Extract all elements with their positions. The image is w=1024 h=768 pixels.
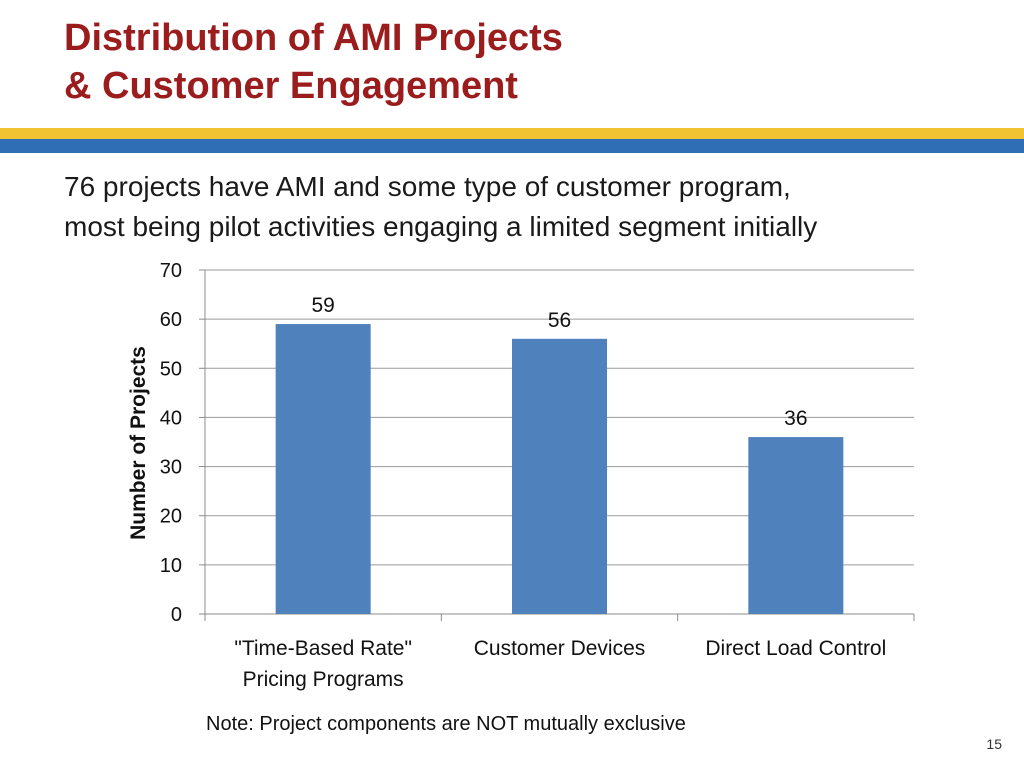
bar: [512, 338, 607, 614]
y-tick-label: 10: [160, 555, 182, 577]
slide-title-line-2: & Customer Engagement: [64, 65, 518, 107]
x-tick-label: Pricing Programs: [243, 668, 404, 691]
y-tick-label: 70: [160, 260, 182, 282]
y-tick-label: 20: [160, 506, 182, 528]
page-number: 15: [986, 736, 1002, 752]
x-tick-label: Direct Load Control: [705, 637, 886, 660]
slide-subtitle-line-2: most being pilot activities engaging a l…: [64, 211, 818, 242]
data-label: 56: [548, 309, 571, 332]
y-tick-label: 30: [160, 457, 182, 479]
slide-subtitle: 76 projects have AMI and some type of cu…: [64, 167, 964, 247]
slide-title-line-1: Distribution of AMI Projects: [64, 17, 563, 59]
x-tick-label: Customer Devices: [474, 637, 646, 660]
x-tick-label: "Time-Based Rate": [234, 637, 412, 660]
y-tick-label: 40: [160, 407, 182, 429]
data-label: 59: [311, 294, 334, 317]
bar-chart: 0 10 20 30 40 50 60 70 59 "Time-Based Rate" Pricin…: [160, 260, 915, 691]
header-band-yellow: [0, 128, 1024, 139]
slide-subtitle-line-1: 76 projects have AMI and some type of cu…: [64, 171, 791, 202]
bar: [275, 324, 371, 614]
header-band-blue: [0, 139, 1024, 153]
y-tick-label: 0: [171, 604, 182, 626]
data-label: 36: [784, 407, 807, 430]
y-tick-label: 50: [160, 358, 182, 380]
footnote: Note: Project components are NOT mutuall…: [206, 713, 686, 735]
y-axis-label: Number of Projects: [127, 346, 150, 540]
bar: [748, 437, 844, 614]
y-tick-label: 60: [160, 309, 182, 331]
slide-title: Distribution of AMI Projects & Customer …: [64, 14, 563, 110]
